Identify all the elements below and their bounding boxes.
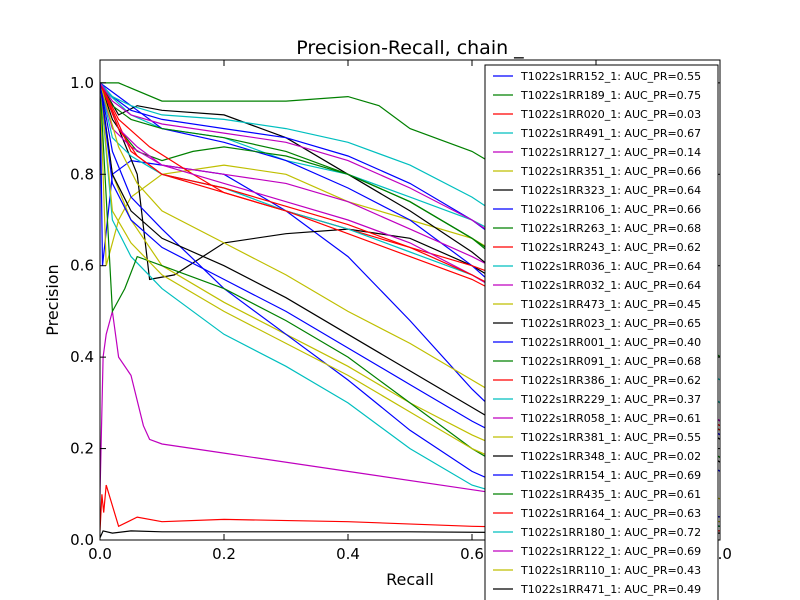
legend-entry-label: T1022s1RR164_1: AUC_PR=0.63 [520, 507, 701, 520]
legend-entry-label: T1022s1RR091_1: AUC_PR=0.68 [520, 355, 701, 368]
legend-entry-label: T1022s1RR058_1: AUC_PR=0.61 [520, 412, 701, 425]
legend-entry-label: T1022s1RR348_1: AUC_PR=0.02 [520, 450, 701, 463]
legend-entry-label: T1022s1RR106_1: AUC_PR=0.66 [520, 203, 701, 216]
legend-entry-label: T1022s1RR351_1: AUC_PR=0.66 [520, 165, 701, 178]
legend-entry-label: T1022s1RR473_1: AUC_PR=0.45 [520, 298, 701, 311]
legend-entry-label: T1022s1RR152_1: AUC_PR=0.55 [520, 70, 701, 83]
legend-entry-label: T1022s1RR243_1: AUC_PR=0.62 [520, 241, 701, 254]
legend-entry-label: T1022s1RR381_1: AUC_PR=0.55 [520, 431, 701, 444]
legend-entry-label: T1022s1RR127_1: AUC_PR=0.14 [520, 146, 701, 159]
legend: T1022s1RR152_1: AUC_PR=0.55 T1022s1RR189_… [484, 64, 719, 600]
y-tick-label: 1.0 [70, 74, 94, 92]
legend-entry-label: T1022s1RR435_1: AUC_PR=0.61 [520, 488, 701, 501]
chart-title: Precision-Recall, chain _ [296, 37, 524, 59]
y-tick-label: 0.0 [70, 531, 94, 549]
x-tick-label: 0.4 [336, 545, 360, 563]
legend-entry-label: T1022s1RR491_1: AUC_PR=0.67 [520, 127, 701, 140]
legend-entry-label: T1022s1RR032_1: AUC_PR=0.64 [520, 279, 701, 292]
legend-entry-label: T1022s1RR180_1: AUC_PR=0.72 [520, 526, 701, 539]
legend-entry-label: T1022s1RR036_1: AUC_PR=0.64 [520, 260, 701, 273]
legend-entry-label: T1022s1RR386_1: AUC_PR=0.62 [520, 374, 701, 387]
legend-entry-label: T1022s1RR323_1: AUC_PR=0.64 [520, 184, 701, 197]
legend-entry-label: T1022s1RR229_1: AUC_PR=0.37 [520, 393, 701, 406]
legend-entry-label: T1022s1RR263_1: AUC_PR=0.68 [520, 222, 701, 235]
x-tick-label: 0.0 [88, 545, 112, 563]
x-tick-label: 0.2 [212, 545, 236, 563]
y-tick-label: 0.6 [70, 257, 94, 275]
legend-entry-label: T1022s1RR154_1: AUC_PR=0.69 [520, 469, 701, 482]
legend-entry-label: T1022s1RR110_1: AUC_PR=0.43 [520, 564, 701, 577]
legend-entry-label: T1022s1RR471_1: AUC_PR=0.49 [520, 583, 701, 596]
legend-entry-label: T1022s1RR189_1: AUC_PR=0.75 [520, 89, 701, 102]
plot-frame [99, 59, 721, 541]
series-line-4 [100, 311, 720, 523]
x-axis-label: Recall [386, 570, 434, 589]
y-tick-label: 0.2 [70, 440, 94, 458]
y-tick-label: 0.4 [70, 348, 94, 366]
legend-entry-label: T1022s1RR020_1: AUC_PR=0.03 [520, 108, 701, 121]
y-axis-label: Precision [43, 264, 62, 335]
legend-box [484, 64, 719, 600]
legend-entry-label: T1022s1RR122_1: AUC_PR=0.69 [520, 545, 701, 558]
legend-entry-label: T1022s1RR023_1: AUC_PR=0.65 [520, 317, 701, 330]
legend-entry-label: T1022s1RR001_1: AUC_PR=0.40 [520, 336, 701, 349]
y-tick-label: 0.8 [70, 165, 94, 183]
x-tick-label: 0.6 [460, 545, 484, 563]
